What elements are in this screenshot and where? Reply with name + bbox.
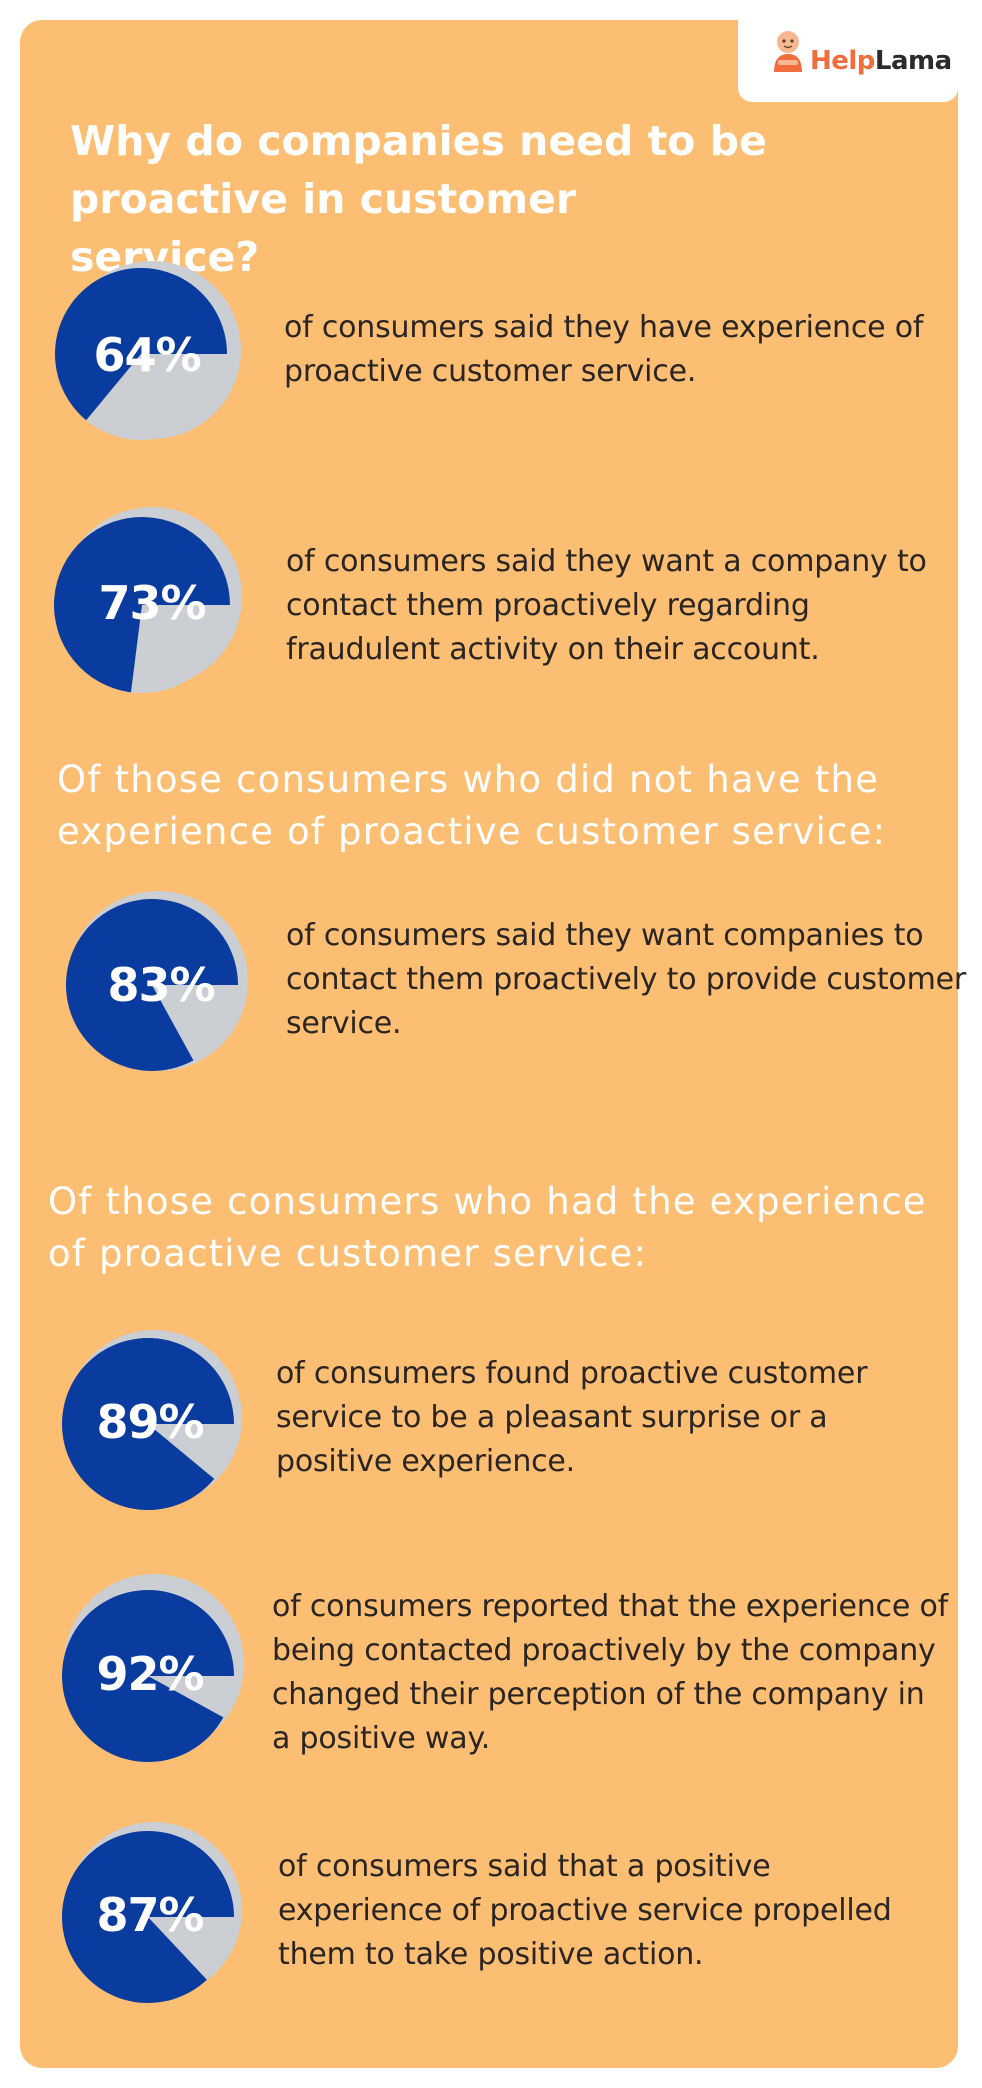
pie-chart [62, 1330, 242, 1510]
pie-primary-slice [54, 517, 230, 693]
brand-name-lama: Lama [874, 46, 952, 76]
pie-chart [62, 1574, 244, 1762]
pie-remainder-slice [148, 1424, 234, 1479]
percent-label: 89% [96, 1395, 204, 1449]
stat-caption: of consumers said that a positive experi… [278, 1849, 892, 1972]
stat-caption: of consumers found proactive customer se… [276, 1356, 868, 1479]
pie-chart [66, 891, 248, 1071]
pie-primary-slice [55, 267, 227, 421]
stat-caption: of consumers said they have experience o… [284, 310, 924, 389]
pie-primary-slice [62, 1589, 234, 1762]
stat-caption: of consumers said they want a company to… [286, 544, 927, 667]
pie-remainder-slice [148, 1917, 234, 1980]
pie-chart [62, 1822, 242, 2003]
pie-remainder-slice [148, 1676, 234, 1718]
pie-remainder-slice [130, 605, 230, 694]
percent-label: 87% [96, 1888, 204, 1942]
percent-label: 73% [98, 576, 206, 630]
page-title: Why do companies need to be proactive in… [70, 117, 767, 281]
percent-label: 83% [107, 958, 215, 1012]
section-heading-no-experience: Of those consumers who did not have the … [57, 758, 887, 853]
percent-label: 64% [93, 328, 201, 382]
pie-chart [54, 507, 242, 694]
percent-label: 92% [96, 1647, 204, 1701]
monk-mascot-icon [774, 31, 802, 72]
pie-remainder-slice [152, 985, 238, 1061]
pie-remainder-slice [86, 354, 228, 440]
brand-name-help: Help [810, 46, 875, 76]
pie-primary-slice [62, 1337, 234, 1510]
logo-tab: HelpLama [738, 4, 958, 102]
stat-caption: of consumers said they want companies to… [286, 918, 966, 1041]
section-heading-had-experience: Of those consumers who had the experienc… [48, 1180, 927, 1275]
pie-primary-slice [66, 898, 238, 1071]
brand-name: HelpLama [810, 46, 952, 76]
pie-primary-slice [62, 1830, 235, 2003]
pie-chart [55, 261, 241, 440]
stat-caption: of consumers reported that the experienc… [272, 1589, 948, 1756]
